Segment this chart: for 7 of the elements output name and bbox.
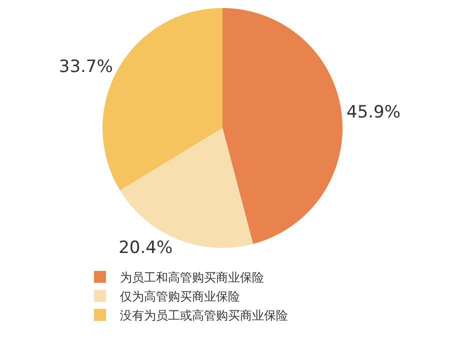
pie-slice: [222, 8, 342, 244]
data-label: 20.4%: [118, 238, 173, 258]
legend-label: 没有为员工或高管购买商业保险: [120, 308, 288, 323]
data-label: 45.9%: [346, 102, 401, 122]
data-label: 33.7%: [58, 56, 113, 77]
legend-label: 仅为高管购买商业保险: [120, 290, 240, 304]
legend-label: 为员工和高管购买商业保险: [120, 270, 264, 285]
